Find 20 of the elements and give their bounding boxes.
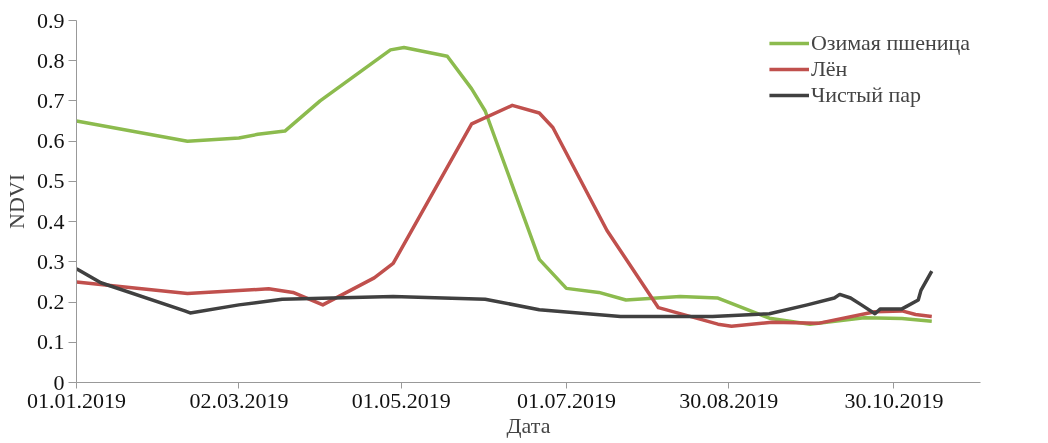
y-tick-label: 0.5 bbox=[37, 168, 65, 194]
legend-label: Озимая пшеница bbox=[810, 30, 970, 56]
x-tick-label: 01.05.2019 bbox=[351, 387, 451, 413]
x-axis-title: Дата bbox=[506, 412, 551, 438]
y-tick-label: 0.9 bbox=[37, 7, 65, 33]
y-tick-label: 0.8 bbox=[37, 47, 65, 73]
x-tick-label: 01.07.2019 bbox=[516, 387, 616, 413]
y-tick-label: 0.1 bbox=[37, 329, 65, 355]
x-tick-label: 02.03.2019 bbox=[189, 387, 289, 413]
y-tick-label: 0.7 bbox=[37, 87, 65, 113]
y-axis-title: NDVI bbox=[4, 173, 29, 229]
x-tick-label: 30.08.2019 bbox=[679, 387, 779, 413]
y-tick-label: 0.4 bbox=[37, 208, 65, 234]
y-tick-label: 0.2 bbox=[37, 289, 65, 315]
x-tick-label: 30.10.2019 bbox=[844, 387, 944, 413]
legend-label: Лён bbox=[810, 56, 848, 82]
y-tick-label: 0.3 bbox=[37, 248, 65, 274]
y-tick-label: 0.6 bbox=[37, 128, 65, 154]
legend-label: Чистый пар bbox=[810, 82, 921, 108]
line-series bbox=[76, 266, 934, 319]
